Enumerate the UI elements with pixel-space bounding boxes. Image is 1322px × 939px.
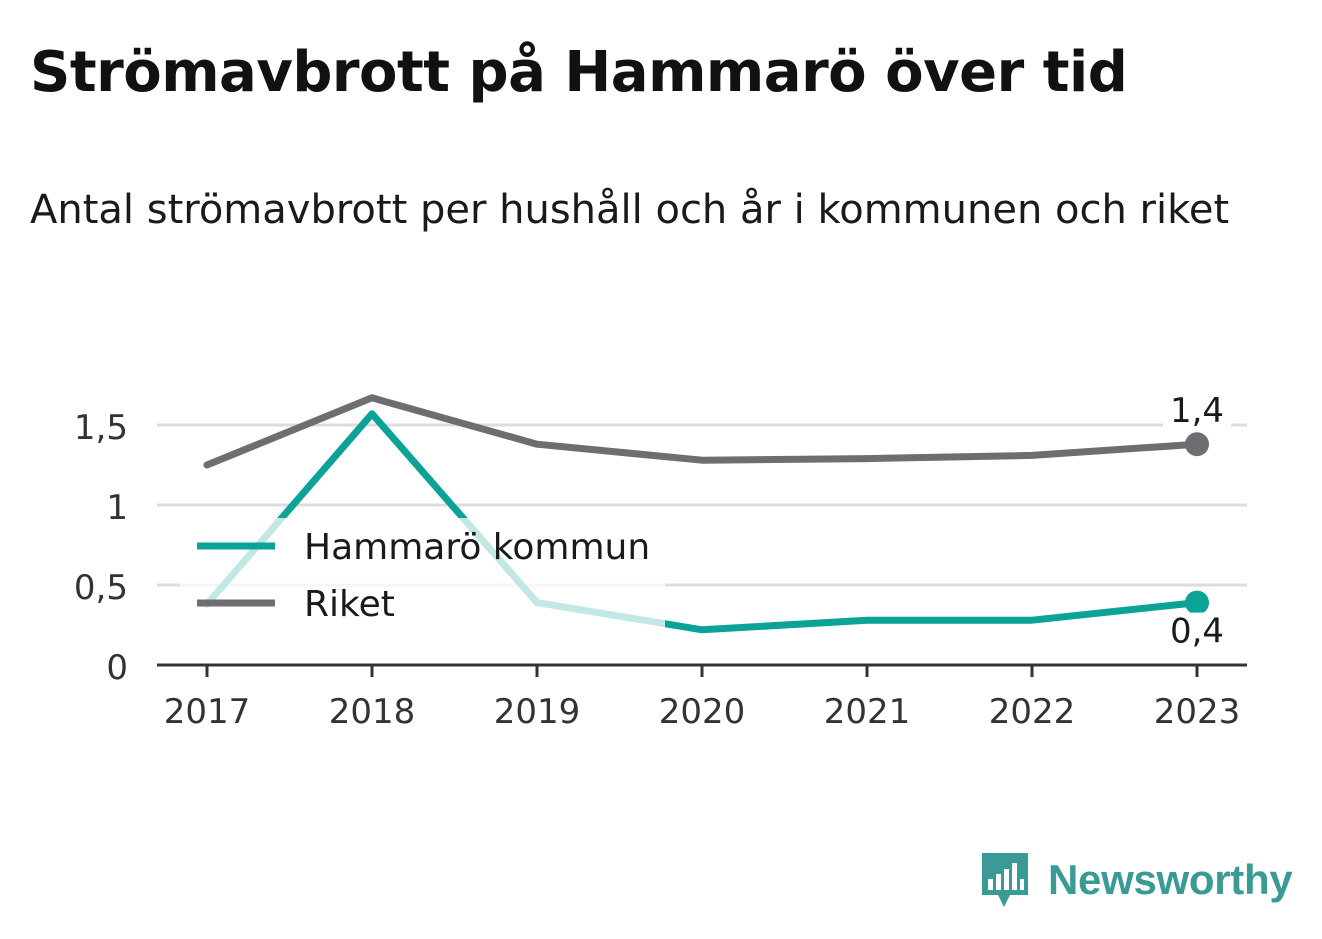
line-chart: 0 0,5 1 1,5 2017 2018 2019 2020 2021 2022 2023 Ha… (74, 391, 1247, 732)
data-label-background (1163, 612, 1231, 651)
x-tick-label: 2023 (1154, 692, 1241, 732)
y-tick-label: 0,5 (74, 568, 128, 608)
series-line-hammaro (203, 410, 1201, 634)
legend-label: Hammarö kommun (304, 527, 650, 568)
y-tick-label: 1,5 (74, 408, 128, 448)
x-axis-tick-labels: 2017 2018 2019 2020 2021 2022 2023 (164, 665, 1241, 732)
brand-name: Newsworthy (1048, 856, 1293, 903)
legend: Hammarö kommun Riket (197, 527, 650, 625)
chart-title: Strömavbrott på Hammarö över tid (30, 40, 1128, 105)
brand-logo: Newsworthy (978, 848, 1293, 912)
x-tick-label: 2018 (329, 692, 416, 732)
series-lines (203, 394, 1209, 634)
y-tick-label: 1 (106, 488, 128, 528)
y-axis-tick-labels: 0 0,5 1 1,5 (74, 408, 128, 688)
x-tick-label: 2021 (824, 692, 911, 732)
x-tick-label: 2022 (989, 692, 1076, 732)
data-label: 0,4 (1170, 612, 1224, 652)
data-label: 1,4 (1170, 391, 1224, 431)
data-labels: 0,4 1,4 (1163, 391, 1231, 652)
x-tick-label: 2020 (659, 692, 746, 732)
data-label-background (1163, 392, 1231, 431)
y-tick-label: 0 (106, 648, 128, 688)
series-end-point (1185, 590, 1209, 615)
x-tick-label: 2019 (494, 692, 581, 732)
legend-label: Riket (304, 584, 395, 625)
x-tick-label: 2017 (164, 692, 251, 732)
series-line-riket (203, 394, 1201, 469)
chart-subtitle: Antal strömavbrott per hushåll och år i … (30, 187, 1230, 233)
newsworthy-logo-icon (982, 853, 1028, 907)
legend-background (180, 518, 665, 630)
series-end-point (1185, 432, 1209, 457)
